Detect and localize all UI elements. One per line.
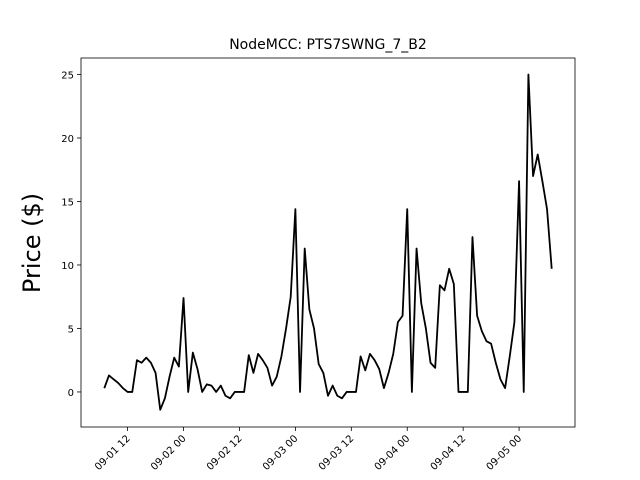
y-tick-label: 15 xyxy=(61,197,74,208)
plot-frame xyxy=(80,57,576,428)
chart-title: NodeMCC: PTS7SWNG_7_B2 xyxy=(229,37,427,53)
y-tick-label: 5 xyxy=(68,324,74,335)
y-tick-label: 10 xyxy=(61,261,74,272)
y-tick-label: 0 xyxy=(68,388,74,399)
y-axis-label: Price ($) xyxy=(18,193,46,293)
price-line xyxy=(103,73,553,411)
y-tick-label: 20 xyxy=(61,134,74,145)
y-tick-label: 25 xyxy=(61,71,74,82)
